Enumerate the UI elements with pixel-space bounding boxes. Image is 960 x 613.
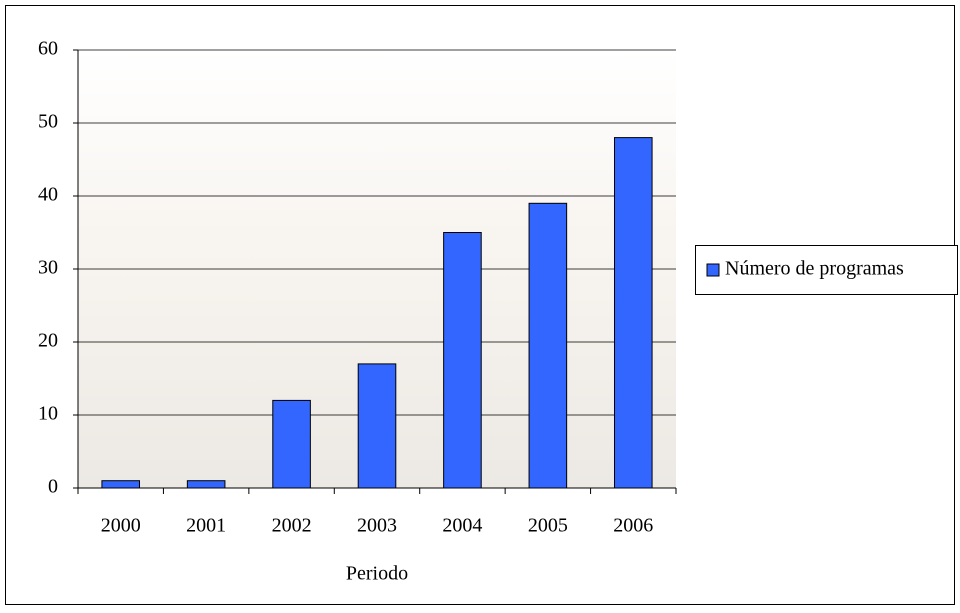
x-tick-label: 2000: [101, 515, 141, 537]
y-tick-label: 20: [38, 330, 58, 352]
x-tick-label: 2005: [528, 515, 568, 537]
y-tick-label: 40: [38, 184, 58, 206]
bar: [272, 399, 311, 489]
bar: [101, 480, 141, 489]
bar: [443, 232, 482, 489]
bar: [186, 480, 226, 489]
bar: [528, 202, 568, 489]
legend-swatch: [706, 263, 720, 277]
x-tick-label: 2004: [442, 515, 482, 537]
legend-label: Número de programas: [725, 258, 904, 280]
bar: [613, 137, 653, 489]
y-tick-label: 60: [38, 38, 58, 60]
bar: [357, 363, 397, 489]
x-axis-label: Periodo: [346, 563, 408, 585]
y-tick-label: 50: [38, 111, 58, 133]
x-tick-label: 2003: [357, 515, 397, 537]
y-tick-label: 10: [38, 403, 58, 425]
x-tick-label: 2002: [272, 515, 312, 537]
legend-frame: [695, 245, 958, 295]
y-tick-label: 30: [38, 257, 58, 279]
x-tick-label: 2001: [186, 515, 226, 537]
y-tick-label: 0: [48, 476, 58, 498]
x-tick-label: 2006: [613, 515, 653, 537]
